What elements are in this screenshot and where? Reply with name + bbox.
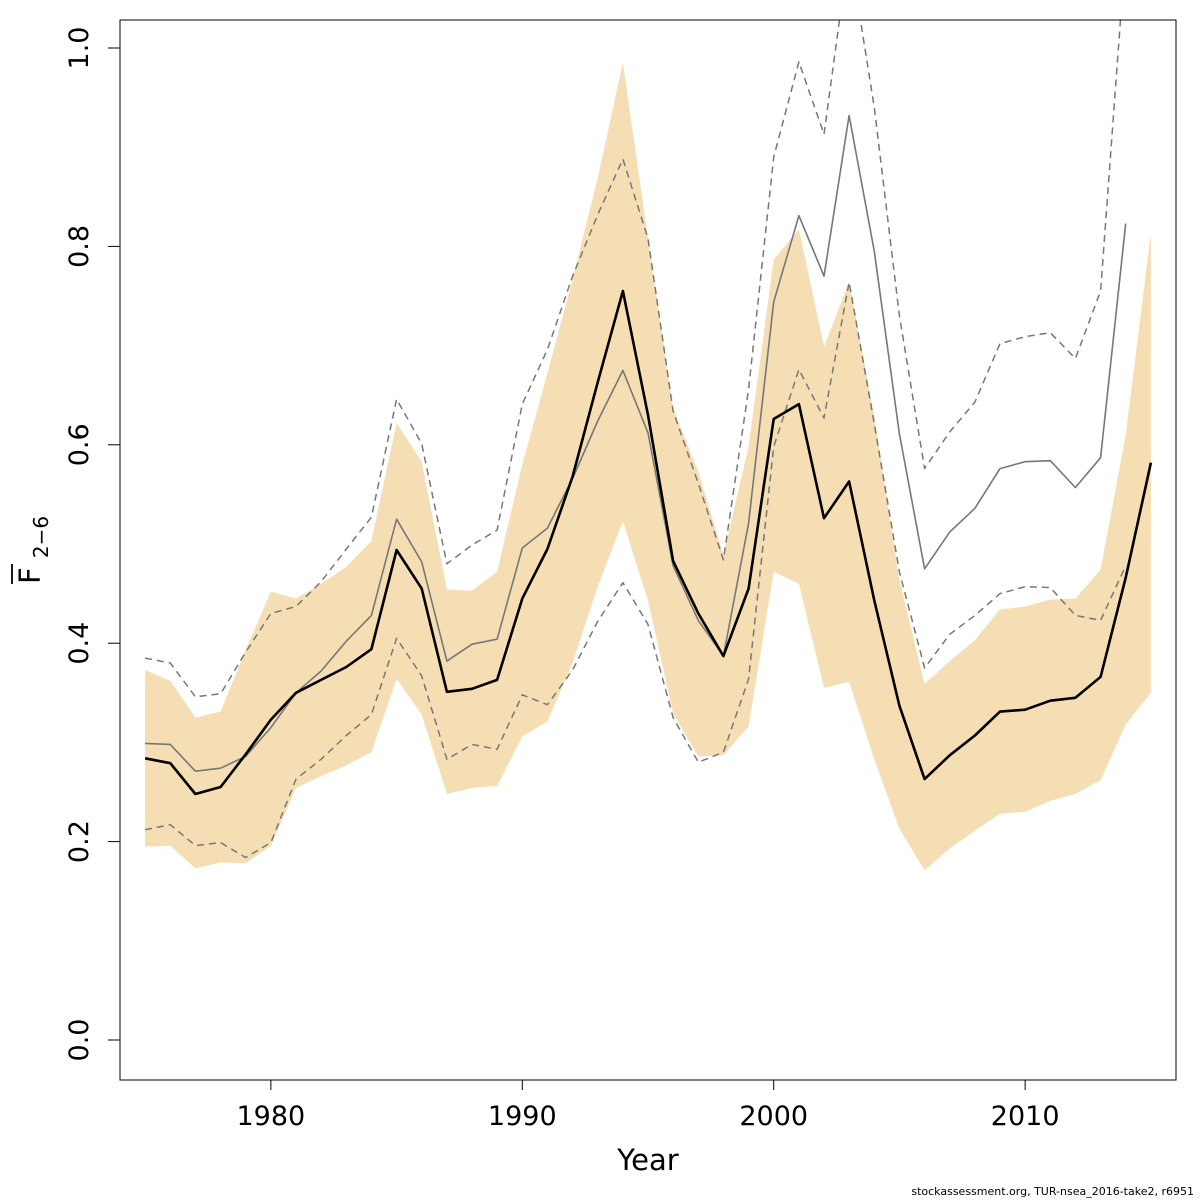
y-tick-label: 0.2 bbox=[64, 820, 95, 863]
plot-area bbox=[144, 20, 1153, 871]
footer-source: stockassessment.org, TUR-nsea_2016-take2… bbox=[911, 1185, 1194, 1198]
y-tick-label: 0.4 bbox=[64, 622, 95, 665]
series-previous-upper bbox=[144, 20, 1122, 698]
x-tick-label: 1990 bbox=[488, 1101, 557, 1132]
confidence-band bbox=[145, 62, 1151, 871]
y-tick-label: 0.0 bbox=[64, 1019, 95, 1062]
y-tick-label: 0.6 bbox=[64, 423, 95, 466]
y-axis-label-main: F bbox=[13, 567, 47, 584]
x-tick-label: 2010 bbox=[991, 1101, 1060, 1132]
svg-text:F 2−6: F 2−6 bbox=[13, 516, 53, 584]
series-previous-lower bbox=[144, 281, 1127, 859]
x-tick-label: 2000 bbox=[739, 1101, 808, 1132]
series-previous-estimate bbox=[145, 114, 1127, 773]
x-axis-label: Year bbox=[616, 1143, 678, 1177]
plot-frame bbox=[119, 19, 1177, 1081]
y-axis-label-sub: 2−6 bbox=[29, 516, 53, 558]
y-axis-label: F 2−6 bbox=[11, 516, 53, 584]
y-tick-label: 0.8 bbox=[64, 225, 95, 268]
y-axis: 0.0 0.2 0.4 0.6 0.8 1.0 bbox=[64, 27, 120, 1062]
x-tick-label: 1980 bbox=[236, 1101, 305, 1132]
y-tick-label: 1.0 bbox=[64, 27, 95, 70]
series-estimate bbox=[144, 289, 1153, 796]
x-axis: 1980 1990 2000 2010 bbox=[236, 1080, 1060, 1132]
